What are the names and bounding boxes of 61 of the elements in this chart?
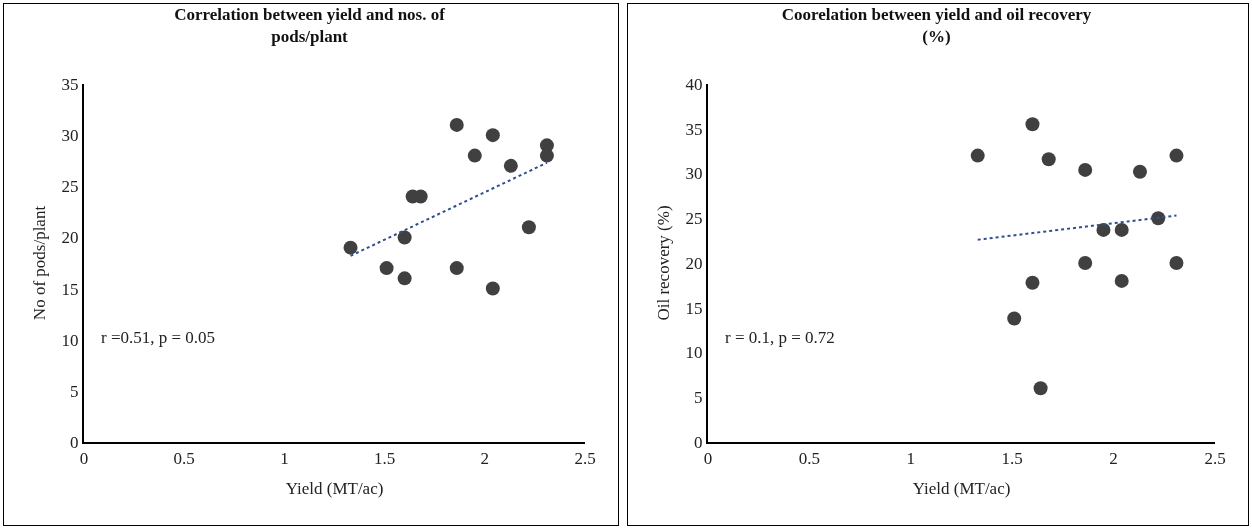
- y-tick-label: 5: [694, 388, 703, 408]
- y-tick-label: 30: [685, 164, 703, 184]
- point: [1033, 381, 1048, 396]
- y-tick-label: 25: [685, 209, 703, 229]
- point: [1169, 148, 1184, 163]
- y-tick-label: 20: [61, 228, 79, 248]
- point: [1114, 273, 1129, 288]
- y-tick-label: 40: [685, 74, 703, 94]
- x-tick-label: 0.5: [173, 449, 195, 469]
- y-tick-label: 35: [685, 119, 703, 139]
- point: [1025, 275, 1040, 290]
- point: [343, 240, 358, 255]
- x-axis-title: Yield (MT/ac): [285, 479, 384, 499]
- point: [970, 148, 985, 163]
- point: [397, 271, 412, 286]
- y-tick-label: 30: [61, 126, 79, 146]
- point: [485, 281, 500, 296]
- point: [379, 261, 394, 276]
- point: [503, 158, 518, 173]
- point: [1041, 152, 1056, 167]
- x-axis-title: Yield (MT/ac): [912, 479, 1011, 499]
- point: [1169, 256, 1184, 270]
- point: [449, 117, 464, 132]
- y-tick-label: 15: [685, 298, 703, 318]
- y-tick-label: 0: [694, 432, 703, 452]
- y-tick-label: 10: [61, 330, 79, 350]
- point: [539, 148, 554, 163]
- point: [1078, 162, 1093, 177]
- y-tick-label: 25: [61, 177, 79, 197]
- x-tick-label: 2: [1109, 449, 1118, 469]
- point: [449, 261, 464, 276]
- x-tick-label: 1.5: [373, 449, 396, 469]
- point: [485, 128, 500, 143]
- annotation: r =0.51, p = 0.05: [101, 328, 216, 347]
- point: [1096, 222, 1111, 237]
- point: [1007, 311, 1022, 326]
- y-tick-label: 0: [70, 432, 79, 452]
- point: [1114, 222, 1129, 237]
- point: [1078, 256, 1093, 270]
- x-tick-label: 1: [906, 449, 916, 469]
- chart-title: Correlation between yield and nos. of pods/plant: [174, 4, 446, 46]
- y-tick-label: 35: [61, 74, 79, 94]
- x-tick-label: 1.5: [1001, 449, 1023, 469]
- point: [1132, 164, 1147, 179]
- y-tick-label: 20: [685, 253, 703, 273]
- y-tick-label: 10: [685, 343, 703, 363]
- point: [467, 148, 482, 163]
- y-tick-label: 15: [61, 279, 79, 299]
- y-axis-title: No of pods/plant: [29, 205, 49, 321]
- y-tick-label: 5: [70, 381, 79, 401]
- y-axis-title: Oil recovery (%): [653, 205, 673, 321]
- x-tick-label: 0.5: [798, 449, 821, 469]
- x-tick-label: 2.5: [1204, 449, 1226, 469]
- annotation: r = 0.1, p = 0.72: [725, 328, 835, 347]
- chart-title: Coorelation between yield and oil recovery (%): [781, 4, 1092, 46]
- x-tick-label: 1: [280, 449, 289, 469]
- x-tick-label: 2.5: [574, 449, 596, 469]
- x-tick-label: 2: [480, 449, 490, 469]
- point: [521, 220, 536, 235]
- point: [397, 230, 412, 245]
- point: [1025, 117, 1040, 132]
